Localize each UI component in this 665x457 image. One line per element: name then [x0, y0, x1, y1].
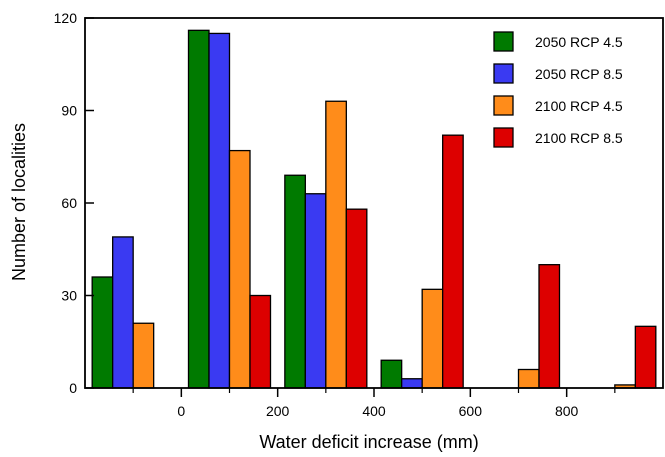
legend-swatch — [493, 127, 514, 148]
x-tick-label: 0 — [177, 403, 185, 419]
y-tick-label: 90 — [61, 103, 77, 119]
y-tick-label: 0 — [69, 380, 77, 396]
x-tick-label: 800 — [555, 403, 579, 419]
legend-label: 2050 RCP 4.5 — [535, 34, 623, 50]
bar — [325, 100, 347, 389]
y-tick-label: 30 — [61, 288, 77, 304]
legend: 2050 RCP 4.5 2050 RCP 8.5 2100 RCP 4.5 2100… — [493, 31, 623, 148]
bar — [634, 325, 657, 389]
bar — [284, 174, 306, 389]
bar — [421, 288, 444, 389]
x-tick-label: 400 — [362, 403, 386, 419]
y-tick-label: 60 — [61, 195, 77, 211]
bar — [91, 276, 114, 389]
x-tick-label: 600 — [459, 403, 483, 419]
bar — [401, 378, 423, 389]
x-tick-label: 200 — [266, 403, 290, 419]
bars-group — [91, 29, 657, 389]
bar — [228, 149, 251, 389]
legend-label: 2050 RCP 8.5 — [535, 66, 623, 82]
bar — [380, 359, 403, 389]
bar — [249, 294, 272, 389]
bar — [304, 193, 327, 389]
legend-swatch — [493, 63, 514, 84]
axes-group: 0 30 60 90 120 0 200 400 600 800 — [54, 10, 664, 419]
bar — [345, 208, 368, 389]
x-axis-title: Water deficit increase (mm) — [259, 432, 478, 452]
y-axis-title: Number of localities — [9, 123, 29, 281]
bar — [132, 322, 155, 389]
legend-swatch — [493, 95, 514, 116]
legend-swatch — [493, 31, 514, 52]
y-tick-label: 120 — [54, 10, 78, 26]
legend-label: 2100 RCP 4.5 — [535, 98, 623, 114]
bar — [538, 264, 561, 389]
legend-label: 2100 RCP 8.5 — [535, 130, 623, 146]
bar — [112, 236, 134, 389]
bar — [187, 29, 210, 389]
bar — [208, 32, 231, 389]
bar — [442, 134, 464, 389]
bar — [517, 368, 540, 389]
